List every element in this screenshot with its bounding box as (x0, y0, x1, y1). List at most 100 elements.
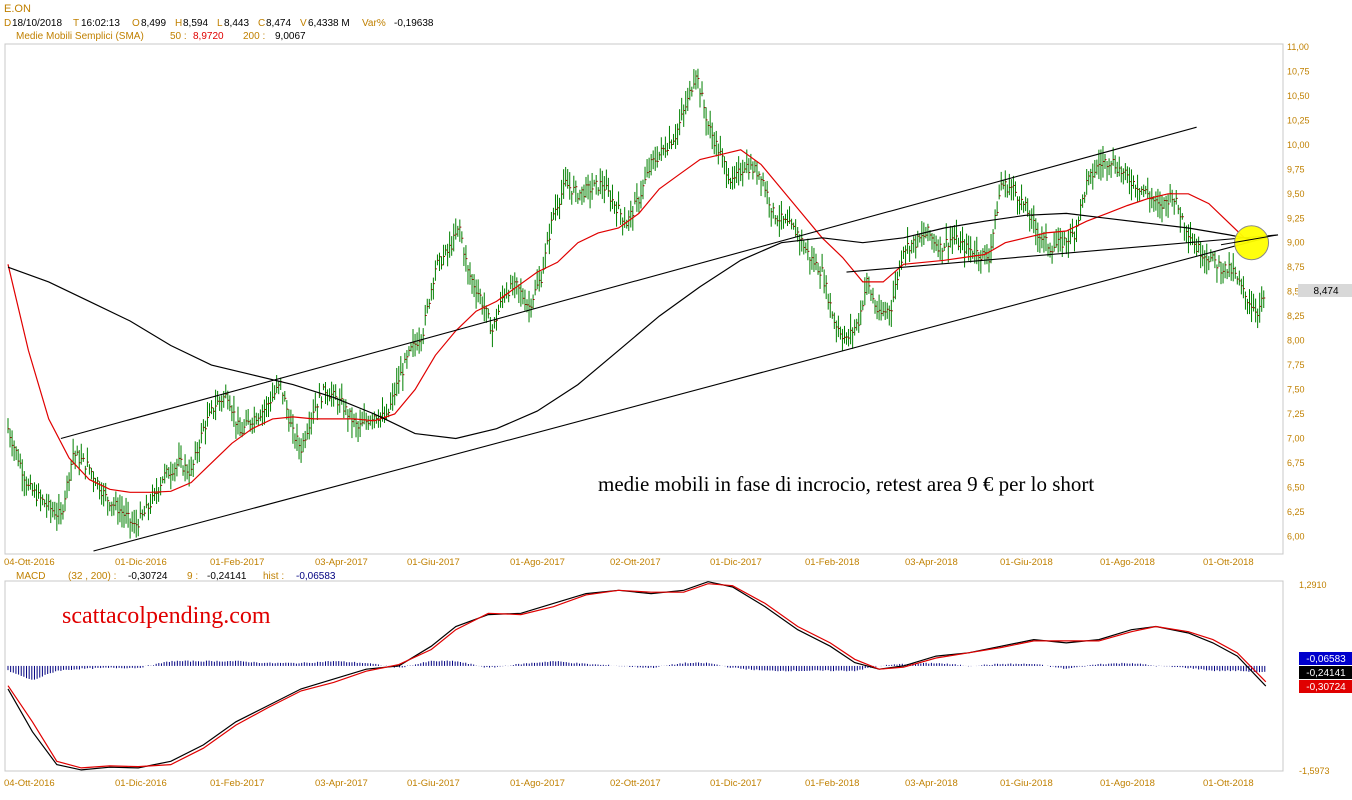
y-tick-label: 6,00 (1287, 531, 1305, 541)
x-tick-label: 01-Feb-2017 (210, 557, 264, 568)
x-tick-label: 01-Dic-2016 (115, 557, 167, 568)
x-tick-label: 01-Feb-2018 (805, 557, 859, 568)
x-tick-label: 02-Ott-2017 (610, 778, 661, 789)
y-tick-label: 7,00 (1287, 433, 1305, 443)
macd-line (7, 581, 1267, 771)
x-tick-label: 01-Ago-2018 (1100, 778, 1155, 789)
trendline-lower (93, 237, 1266, 552)
y-tick-label: 6,25 (1287, 507, 1305, 517)
macd-tag-bg (1299, 666, 1352, 679)
volume-label: V (300, 18, 307, 29)
high-label: H (175, 18, 182, 29)
volume-value: 6,4338 M (308, 18, 350, 29)
signal-line (7, 583, 1267, 769)
trendline-upper (60, 126, 1197, 440)
y-tick-label: 8,75 (1287, 262, 1305, 272)
sma200-label: 200 : (243, 31, 265, 42)
hist-tag: -0,06583 (1306, 654, 1346, 665)
signal-legend-value: -0,24141 (207, 571, 247, 582)
x-tick-label: 03-Apr-2018 (905, 557, 958, 568)
x-tick-label: 01-Giu-2018 (1000, 557, 1053, 568)
x-tick-label: 01-Giu-2017 (407, 778, 460, 789)
x-tick-label: 01-Dic-2017 (710, 778, 762, 789)
hist-tag-bg (1299, 652, 1352, 665)
x-tick-label: 01-Ott-2018 (1203, 557, 1254, 568)
var-value: -0,19638 (394, 18, 434, 29)
x-tick-label: 01-Ott-2018 (1203, 778, 1254, 789)
x-tick-label: 04-Ott-2016 (4, 557, 55, 568)
symbol-title: E.ON (4, 3, 31, 15)
y-tick-label: 10,00 (1287, 140, 1310, 150)
site-watermark: scattacolpending.com (62, 603, 271, 629)
y-tick-label: 6,50 (1287, 482, 1305, 492)
trendline-extension (846, 234, 1279, 273)
macd-legend-name: MACD (16, 571, 45, 582)
y-tick-label: 8,00 (1287, 336, 1305, 346)
price-bars (7, 68, 1266, 539)
last-price-tag-bg (1298, 284, 1352, 297)
y-tick-label: 9,00 (1287, 238, 1305, 248)
last-price-tag: 8,474 (1313, 286, 1338, 297)
y-tick-label: 7,50 (1287, 385, 1305, 395)
low-label: L (217, 18, 223, 29)
signal-tag-bg (1299, 680, 1352, 693)
open-label: O (132, 18, 140, 29)
x-tick-label: 01-Giu-2018 (1000, 778, 1053, 789)
price-panel (4, 43, 1284, 555)
y-tick-label: 10,25 (1287, 115, 1310, 125)
x-tick-label: 03-Apr-2018 (905, 778, 958, 789)
x-tick-label: 03-Apr-2017 (315, 778, 368, 789)
x-tick-label: 02-Ott-2017 (610, 557, 661, 568)
crossing-line (1220, 234, 1279, 246)
time-label: T (73, 18, 79, 29)
y-tick-label: 9,75 (1287, 164, 1305, 174)
close-label: C (258, 18, 265, 29)
macd-legend-params: (32 , 200) : (68, 571, 116, 582)
macd-panel (4, 580, 1284, 772)
x-tick-label: 01-Dic-2016 (115, 778, 167, 789)
signal-legend-label: 9 : (187, 571, 198, 582)
var-label: Var% (362, 18, 386, 29)
y-tick-label: 7,75 (1287, 360, 1305, 370)
x-tick-label: 01-Ago-2017 (510, 557, 565, 568)
hist-legend-value: -0,06583 (296, 571, 336, 582)
open-value: 8,499 (141, 18, 166, 29)
y-tick-label: 9,25 (1287, 213, 1305, 223)
x-tick-label: 03-Apr-2017 (315, 557, 368, 568)
sma-legend-name: Medie Mobili Semplici (SMA) (16, 31, 144, 42)
y-tick-label: 10,50 (1287, 91, 1310, 101)
signal-tag: -0,30724 (1306, 682, 1346, 693)
x-tick-label: 01-Dic-2017 (710, 557, 762, 568)
sma50-label: 50 : (170, 31, 187, 42)
y-tick-label: 9,50 (1287, 189, 1305, 199)
x-tick-label: 04-Ott-2016 (4, 778, 55, 789)
y-tick-label: 11,00 (1287, 42, 1309, 52)
y-tick-label: 10,75 (1287, 66, 1310, 76)
y-tick-label: 7,25 (1287, 409, 1305, 419)
crossing-highlight (1234, 225, 1270, 261)
x-tick-label: 01-Ago-2018 (1100, 557, 1155, 568)
hist-legend-label: hist : (263, 571, 284, 582)
sma50-value: 8,9720 (193, 31, 224, 42)
x-tick-label: 01-Feb-2018 (805, 778, 859, 789)
low-value: 8,443 (224, 18, 249, 29)
sma200-value: 9,0067 (275, 31, 306, 42)
macd-tag: -0,24141 (1306, 668, 1346, 679)
sma50-line (7, 149, 1250, 493)
date-value: 18/10/2018 (12, 18, 62, 29)
x-tick-label: 01-Ago-2017 (510, 778, 565, 789)
high-value: 8,594 (183, 18, 208, 29)
y-tick-label: 6,75 (1287, 458, 1305, 468)
macd-legend-value: -0,30724 (128, 571, 168, 582)
date-label: D (4, 18, 11, 29)
close-value: 8,474 (266, 18, 291, 29)
y-tick-label: 8,50 (1287, 287, 1305, 297)
macd-y-tick-label: 1,2910 (1299, 580, 1327, 590)
chart-annotation: medie mobili in fase di incrocio, retest… (598, 472, 1094, 496)
x-tick-label: 01-Feb-2017 (210, 778, 264, 789)
time-value: 16:02:13 (81, 18, 120, 29)
macd-histogram (7, 660, 1266, 680)
macd-y-tick-label: -1,5973 (1299, 766, 1330, 776)
y-tick-label: 8,25 (1287, 311, 1305, 321)
